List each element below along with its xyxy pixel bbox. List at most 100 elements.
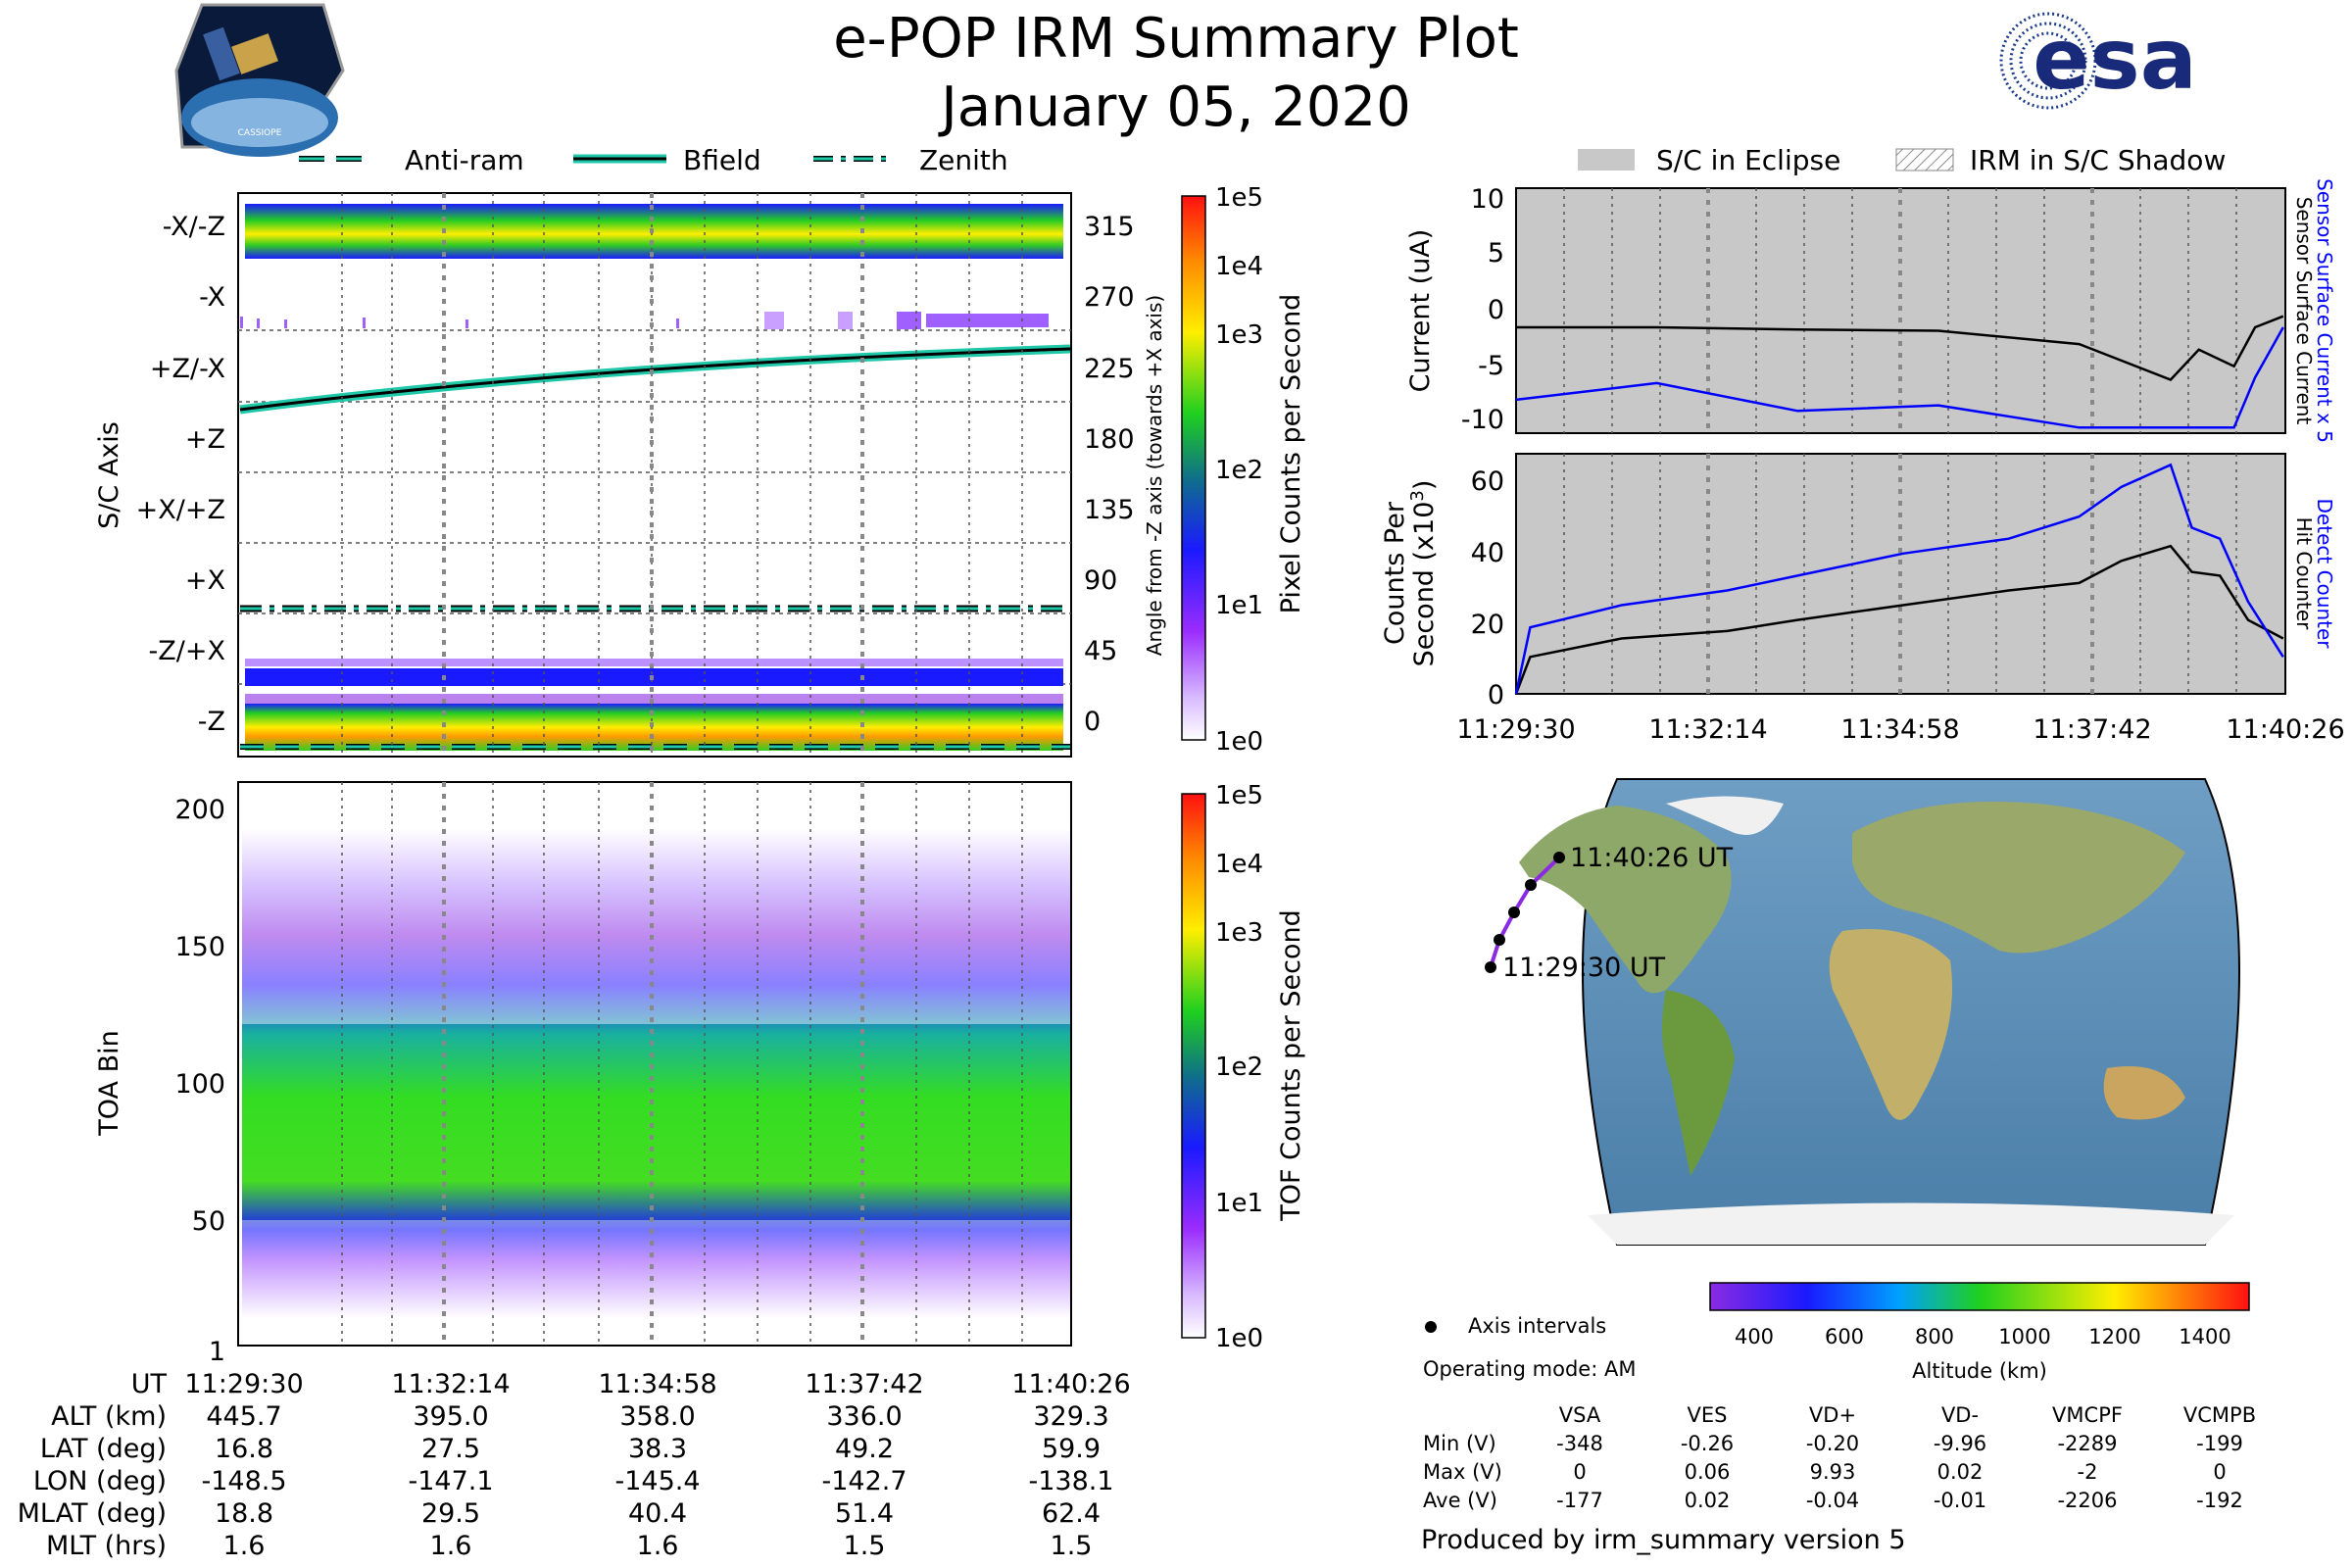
cassiope-logo-text: CASSIOPE [238,128,282,138]
pixel-cbar-1e4: 1e4 [1215,252,1263,281]
eph-c3-r4: 51.4 [835,1498,894,1529]
right-legend: S/C in Eclipse IRM in S/C Shadow [1578,144,2226,176]
eph-label-mlt: MLT (hrs) [46,1531,167,1561]
track-point-2 [1508,906,1520,918]
vt-max-vmcpf: -2 [2078,1460,2098,1484]
alt-tick-1000: 1000 [1998,1325,2050,1348]
angle-315: 315 [1084,212,1135,242]
alt-tick-400: 400 [1735,1325,1774,1348]
map-south-america [1662,990,1735,1176]
bfield-line [239,347,1071,412]
pixel-cbar-1e3: 1e3 [1215,320,1263,350]
toa-upper-fade [242,828,1070,1024]
alt-tick-600: 600 [1825,1325,1864,1348]
legend-shadow: IRM in S/C Shadow [1970,144,2226,176]
eph-label-lat: LAT (deg) [40,1434,167,1464]
legend-bfield: Bfield [683,144,761,176]
legend-antiram: Anti-ram [405,144,524,176]
eph-c3-r5: 1.5 [844,1531,886,1561]
current-panel: 10 5 0 -5 -10 Current (uA) Sensor Surfac… [1405,178,2336,443]
eph-c4-r5: 1.5 [1051,1531,1093,1561]
current-series [1515,315,2284,429]
vt-min-vcmpb: -199 [2196,1432,2243,1455]
band-zx-top [245,659,1063,666]
vt-row-ave-label: Ave (V) [1423,1489,1497,1512]
track-point-3 [1525,879,1537,891]
footer-text: Produced by irm_summary version 5 [1421,1525,1906,1555]
tof-colorbar-label: TOF Counts per Second [1276,909,1306,1222]
counts-ylabel-close: ) [1409,480,1440,491]
operating-mode: Operating mode: AM [1423,1357,1636,1381]
toa-tick-50: 50 [192,1206,225,1237]
track-end-label: 11:40:26 UT [1570,843,1734,873]
current-right-label-black: Sensor Surface Current [2292,197,2316,425]
counts-panel: 60 40 20 0 Counts Per Second (x103) Dete… [1380,453,2336,710]
band-z-top [245,694,1063,704]
eph-label-lon: LON (deg) [33,1466,167,1496]
eph-c2-r5: 1.6 [637,1531,679,1561]
band-minus-x-sparse-d [926,314,1049,327]
track-point-end [1553,852,1565,863]
eph-c3-r1: 336.0 [826,1401,902,1432]
eph-c4-r3: -138.1 [1028,1466,1113,1496]
counts-ylabel-line1: Counts Per [1380,501,1410,645]
pixel-cbar-1e1: 1e1 [1215,591,1263,620]
vt-min-vsa: -348 [1556,1432,1603,1455]
track-point-start [1485,961,1496,973]
vt-min-vmcpf: -2289 [2057,1432,2117,1455]
angle-axis-label: Angle from -Z axis (towards +X axis) [1143,295,1166,656]
series-detect-counter [1514,463,2284,695]
toa-tick-1: 1 [209,1337,225,1367]
track-start-label: 11:29:30 UT [1502,953,1666,983]
angle-135: 135 [1084,495,1135,525]
toa-panel: 200 150 100 50 1 TOA Bin 1e5 1e4 1e3 1e2… [94,781,1306,1367]
track-point-1 [1494,934,1505,946]
vt-ave-vdminus: -0.01 [1934,1489,1986,1512]
esa-logo-text: esa [2033,11,2197,109]
right-time-0: 11:29:30 [1456,714,1575,745]
band-minus-x-sparse-a [764,312,784,329]
eph-c1-r4: 29.5 [421,1498,480,1529]
cassiope-logo: CASSIOPE [174,3,345,157]
band-z [245,704,1063,751]
vt-row-max-label: Max (V) [1423,1460,1502,1484]
sc-label-x: +X [185,565,225,596]
eph-c1-r2: 27.5 [421,1434,480,1464]
current-tick-minus10: -10 [1461,405,1504,435]
map-greenland [1666,796,1784,835]
eph-c2-r4: 40.4 [628,1498,687,1529]
eph-c0-r5: 1.6 [223,1531,266,1561]
vt-max-vdminus: 0.02 [1937,1460,1984,1484]
eph-label-alt: ALT (km) [51,1401,167,1432]
counts-right-label-blue: Detect Counter [2313,499,2336,650]
toa-lower-fade [242,1220,1070,1318]
current-tick-5: 5 [1488,238,1504,269]
altitude-colorbar [1709,1282,2250,1311]
series-hit-counter [1514,544,2284,695]
eph-c1-r1: 395.0 [413,1401,488,1432]
band-minus-x-sparse-b [838,312,853,329]
angle-180: 180 [1084,424,1135,455]
vt-ave-vsa: -177 [1556,1489,1603,1512]
shadow-swatch [1895,148,1954,172]
tof-cbar-1e2: 1e2 [1215,1053,1263,1082]
plot-date: January 05, 2020 [938,75,1410,139]
counts-right-label-black: Hit Counter [2292,517,2316,630]
vt-header-vmcpf: VMCPF [2052,1403,2123,1427]
toa-ylabel: TOA Bin [94,1030,124,1136]
counts-series [1514,463,2284,695]
angle-45: 45 [1084,636,1117,666]
eph-label-mlat: MLAT (deg) [18,1498,167,1529]
tof-cbar-1e5: 1e5 [1215,781,1263,810]
current-tick-minus5: -5 [1478,351,1504,381]
sc-axis-ylabel: S/C Axis [94,421,124,529]
eph-c4-r0: 11:40:26 [1011,1369,1130,1399]
current-tick-10: 10 [1471,184,1504,215]
eph-c3-r3: -142.7 [821,1466,906,1496]
pixel-colorbar-label: Pixel Counts per Second [1276,294,1306,614]
eph-c3-r0: 11:37:42 [805,1369,923,1399]
vt-header-vdplus: VD+ [1809,1403,1856,1427]
pixel-cbar-1e5: 1e5 [1215,183,1263,213]
eph-c4-r2: 59.9 [1042,1434,1101,1464]
